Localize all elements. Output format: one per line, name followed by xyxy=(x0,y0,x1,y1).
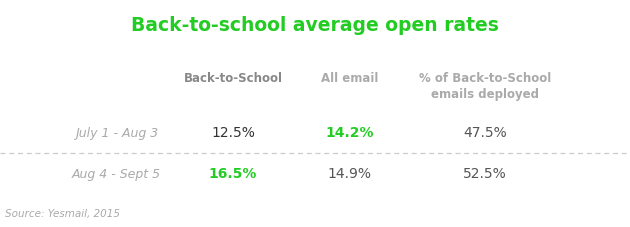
Text: July 1 - Aug 3: July 1 - Aug 3 xyxy=(75,126,158,139)
Text: Back-to-school average open rates: Back-to-school average open rates xyxy=(131,16,499,35)
Text: Aug 4 - Sept 5: Aug 4 - Sept 5 xyxy=(72,167,161,180)
Text: 14.9%: 14.9% xyxy=(328,167,372,181)
Text: 16.5%: 16.5% xyxy=(209,167,257,181)
Text: 14.2%: 14.2% xyxy=(326,126,374,140)
Text: 47.5%: 47.5% xyxy=(463,126,507,140)
Text: 12.5%: 12.5% xyxy=(211,126,255,140)
Text: Source: Yesmail, 2015: Source: Yesmail, 2015 xyxy=(5,208,120,218)
Text: 52.5%: 52.5% xyxy=(463,167,507,181)
Text: All email: All email xyxy=(321,72,379,84)
Text: Back-to-School: Back-to-School xyxy=(183,72,283,84)
Text: % of Back-to-School
emails deployed: % of Back-to-School emails deployed xyxy=(419,72,551,100)
